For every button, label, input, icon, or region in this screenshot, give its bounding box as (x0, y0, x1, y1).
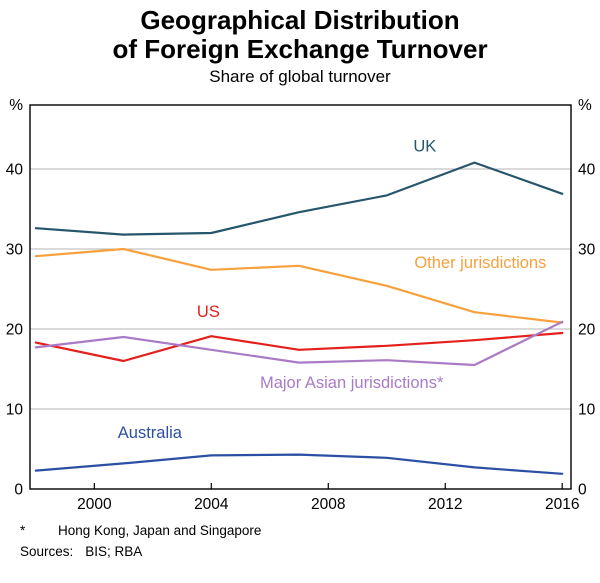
y-tick-label-left-40: 40 (6, 162, 24, 179)
series-line-australia (34, 453, 564, 476)
x-tick-label-2008: 2008 (311, 496, 345, 513)
footnote-row: * Hong Kong, Japan and Singapore (20, 521, 600, 542)
y-tick-label-right-30: 30 (578, 242, 596, 259)
sources-label: Sources: (20, 544, 74, 560)
y-tick-label-right-20: 20 (578, 322, 596, 339)
series-label-other: Other jurisdictions (414, 254, 546, 272)
chart-header: Geographical Distribution of Foreign Exc… (0, 0, 600, 87)
y-tick-label-left-0: 0 (14, 482, 23, 499)
series-line-us (34, 332, 564, 363)
y-tick-label-right-10: 10 (578, 402, 596, 419)
footnote-text: Hong Kong, Japan and Singapore (58, 523, 262, 539)
y-tick-label-left-20: 20 (6, 322, 24, 339)
chart-footnotes: * Hong Kong, Japan and Singapore Sources… (20, 521, 600, 563)
x-tick-label-2012: 2012 (428, 496, 462, 513)
line-chart: 0 0 10 10 20 20 30 30 40 40% % 2000 2004 2008 2012 2016… (6, 97, 596, 513)
x-tick-label-2016: 2016 (545, 496, 579, 513)
y-tick-label-right-0: 0 (578, 482, 587, 499)
series-line-uk (34, 161, 564, 236)
y-tick-label-right-40: 40 (578, 162, 596, 179)
sources-text: BIS; RBA (85, 544, 143, 560)
chart-title: Geographical Distribution of Foreign Exc… (0, 5, 600, 65)
y-axis-unit-left: % (9, 97, 23, 114)
series-line-other (34, 248, 564, 324)
sources-row: Sources: BIS; RBA (20, 542, 600, 563)
series-label-uk: UK (413, 138, 436, 156)
chart-title-line-1: Geographical Distribution (140, 5, 460, 35)
x-tick-label-2004: 2004 (194, 496, 229, 513)
x-tick-label-2000: 2000 (77, 496, 112, 513)
y-axis-unit-right: % (578, 97, 592, 114)
series-label-us: US (197, 303, 220, 321)
series-line-asia (34, 320, 564, 367)
series-label-australia: Australia (118, 424, 183, 442)
y-tick-label-left-10: 10 (6, 402, 24, 419)
footnote-marker: * (20, 523, 26, 539)
plot-frame (29, 104, 572, 490)
series-label-asia: Major Asian jurisdictions* (260, 374, 444, 392)
y-tick-label-left-30: 30 (6, 242, 24, 259)
chart-subtitle: Share of global turnover (209, 67, 391, 87)
chart-title-line-2: of Foreign Exchange Turnover (112, 34, 488, 65)
